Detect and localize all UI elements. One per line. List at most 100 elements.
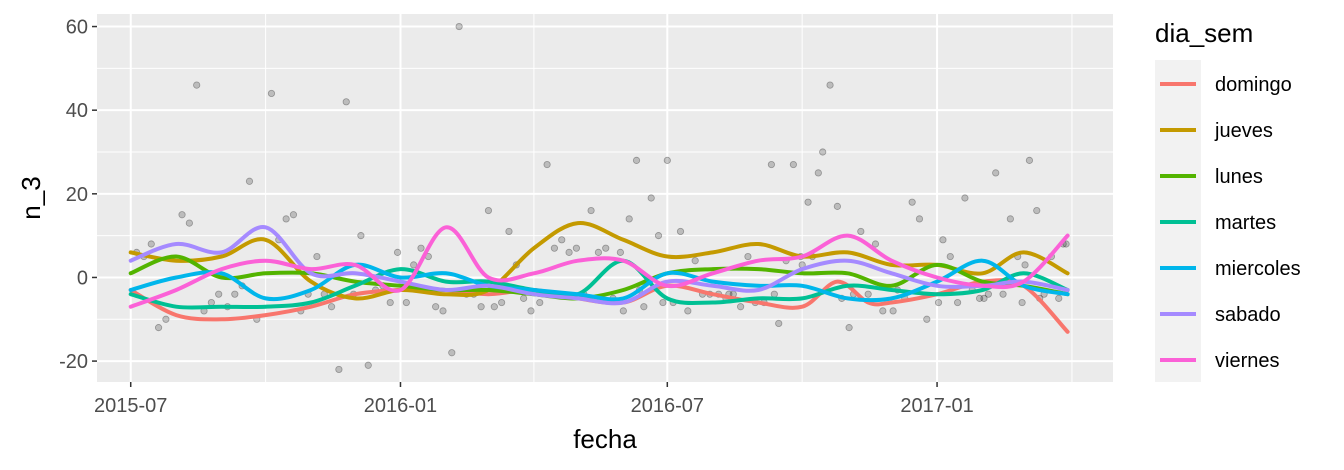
data-point xyxy=(946,252,954,261)
data-point xyxy=(602,244,610,252)
series-line-sabado xyxy=(128,225,1070,306)
data-point xyxy=(804,198,812,206)
data-point xyxy=(814,169,822,177)
data-point xyxy=(587,206,595,215)
y-tick-label: -20 xyxy=(59,351,88,373)
data-point xyxy=(536,298,544,307)
data-point xyxy=(147,240,155,248)
data-point xyxy=(335,365,343,374)
data-point xyxy=(744,252,752,261)
data-point xyxy=(565,248,573,256)
data-point xyxy=(505,227,513,236)
data-point xyxy=(789,160,797,169)
data-point xyxy=(550,244,559,252)
data-point xyxy=(417,244,425,252)
panel-background xyxy=(97,14,1113,382)
data-point xyxy=(477,303,485,311)
x-axis-title: fecha xyxy=(573,424,637,454)
data-point xyxy=(193,81,201,89)
data-point xyxy=(393,248,402,256)
series-line-miercoles xyxy=(128,258,1070,303)
data-point xyxy=(342,98,350,106)
data-point xyxy=(1025,156,1034,164)
data-point xyxy=(616,248,624,256)
data-point xyxy=(432,303,440,311)
data-point xyxy=(572,244,581,252)
data-point xyxy=(632,156,641,164)
data-point xyxy=(527,307,535,315)
data-point xyxy=(826,81,834,89)
data-point xyxy=(289,211,298,219)
legend-label: martes xyxy=(1215,212,1276,234)
data-point xyxy=(231,290,239,298)
data-point xyxy=(889,307,897,315)
legend-label: domingo xyxy=(1215,74,1292,96)
legend-label: lunes xyxy=(1215,166,1263,188)
y-axis: -20 0 20 40 60 xyxy=(59,17,97,373)
data-point xyxy=(245,177,254,185)
data-point xyxy=(1018,298,1026,307)
data-point xyxy=(915,215,924,223)
data-point xyxy=(364,361,372,369)
data-point xyxy=(939,236,947,244)
data-point xyxy=(864,290,872,298)
data-point xyxy=(1033,206,1041,215)
data-point xyxy=(984,290,992,298)
data-point xyxy=(543,160,551,169)
data-point xyxy=(178,211,186,219)
data-point xyxy=(558,236,566,244)
data-point xyxy=(185,219,193,227)
data-point xyxy=(1006,215,1014,223)
data-point xyxy=(975,294,984,302)
legend-title: dia_sem xyxy=(1155,18,1253,48)
data-point xyxy=(980,294,988,302)
x-tick-label: 2016-07 xyxy=(631,395,704,417)
data-point xyxy=(498,298,506,307)
data-point xyxy=(625,215,633,223)
y-tick-label: 40 xyxy=(66,100,88,122)
data-point xyxy=(819,148,827,156)
data-point xyxy=(775,319,783,328)
data-point xyxy=(484,206,493,215)
data-point xyxy=(448,349,456,357)
data-point xyxy=(871,240,880,248)
data-point xyxy=(1021,261,1029,269)
y-tick-label: 20 xyxy=(66,184,88,206)
data-point xyxy=(357,232,365,240)
data-point xyxy=(1055,294,1063,302)
x-tick-label: 2015-07 xyxy=(94,395,167,417)
data-point xyxy=(934,298,943,307)
data-point xyxy=(402,298,410,307)
data-point xyxy=(313,252,321,261)
data-point xyxy=(879,307,887,315)
data-point xyxy=(207,298,215,307)
data-point xyxy=(833,202,841,210)
data-point xyxy=(327,303,336,311)
y-tick-label: 0 xyxy=(77,267,88,289)
data-point xyxy=(282,215,290,223)
data-point xyxy=(737,303,745,311)
data-point xyxy=(410,261,418,269)
data-point xyxy=(845,324,853,332)
series-line-lunes xyxy=(128,254,1070,301)
legend-label: viernes xyxy=(1215,350,1279,372)
data-point xyxy=(267,89,276,98)
y-axis-title: n_3 xyxy=(16,176,46,219)
legend: dia_sem domingo jueves lunes martes miercole… xyxy=(1155,18,1301,382)
data-point xyxy=(961,194,969,202)
data-point xyxy=(908,198,916,206)
data-point xyxy=(386,298,394,307)
data-point xyxy=(857,227,865,236)
grid-minor xyxy=(97,14,1113,382)
data-point xyxy=(619,307,627,315)
data-point xyxy=(953,298,962,307)
data-point xyxy=(455,22,463,31)
data-point xyxy=(154,324,163,332)
data-point xyxy=(663,156,671,164)
data-point xyxy=(691,257,699,265)
legend-label: sabado xyxy=(1215,304,1281,326)
series-line-jueves xyxy=(128,221,1070,301)
data-point xyxy=(770,290,778,298)
data-point xyxy=(640,303,648,311)
